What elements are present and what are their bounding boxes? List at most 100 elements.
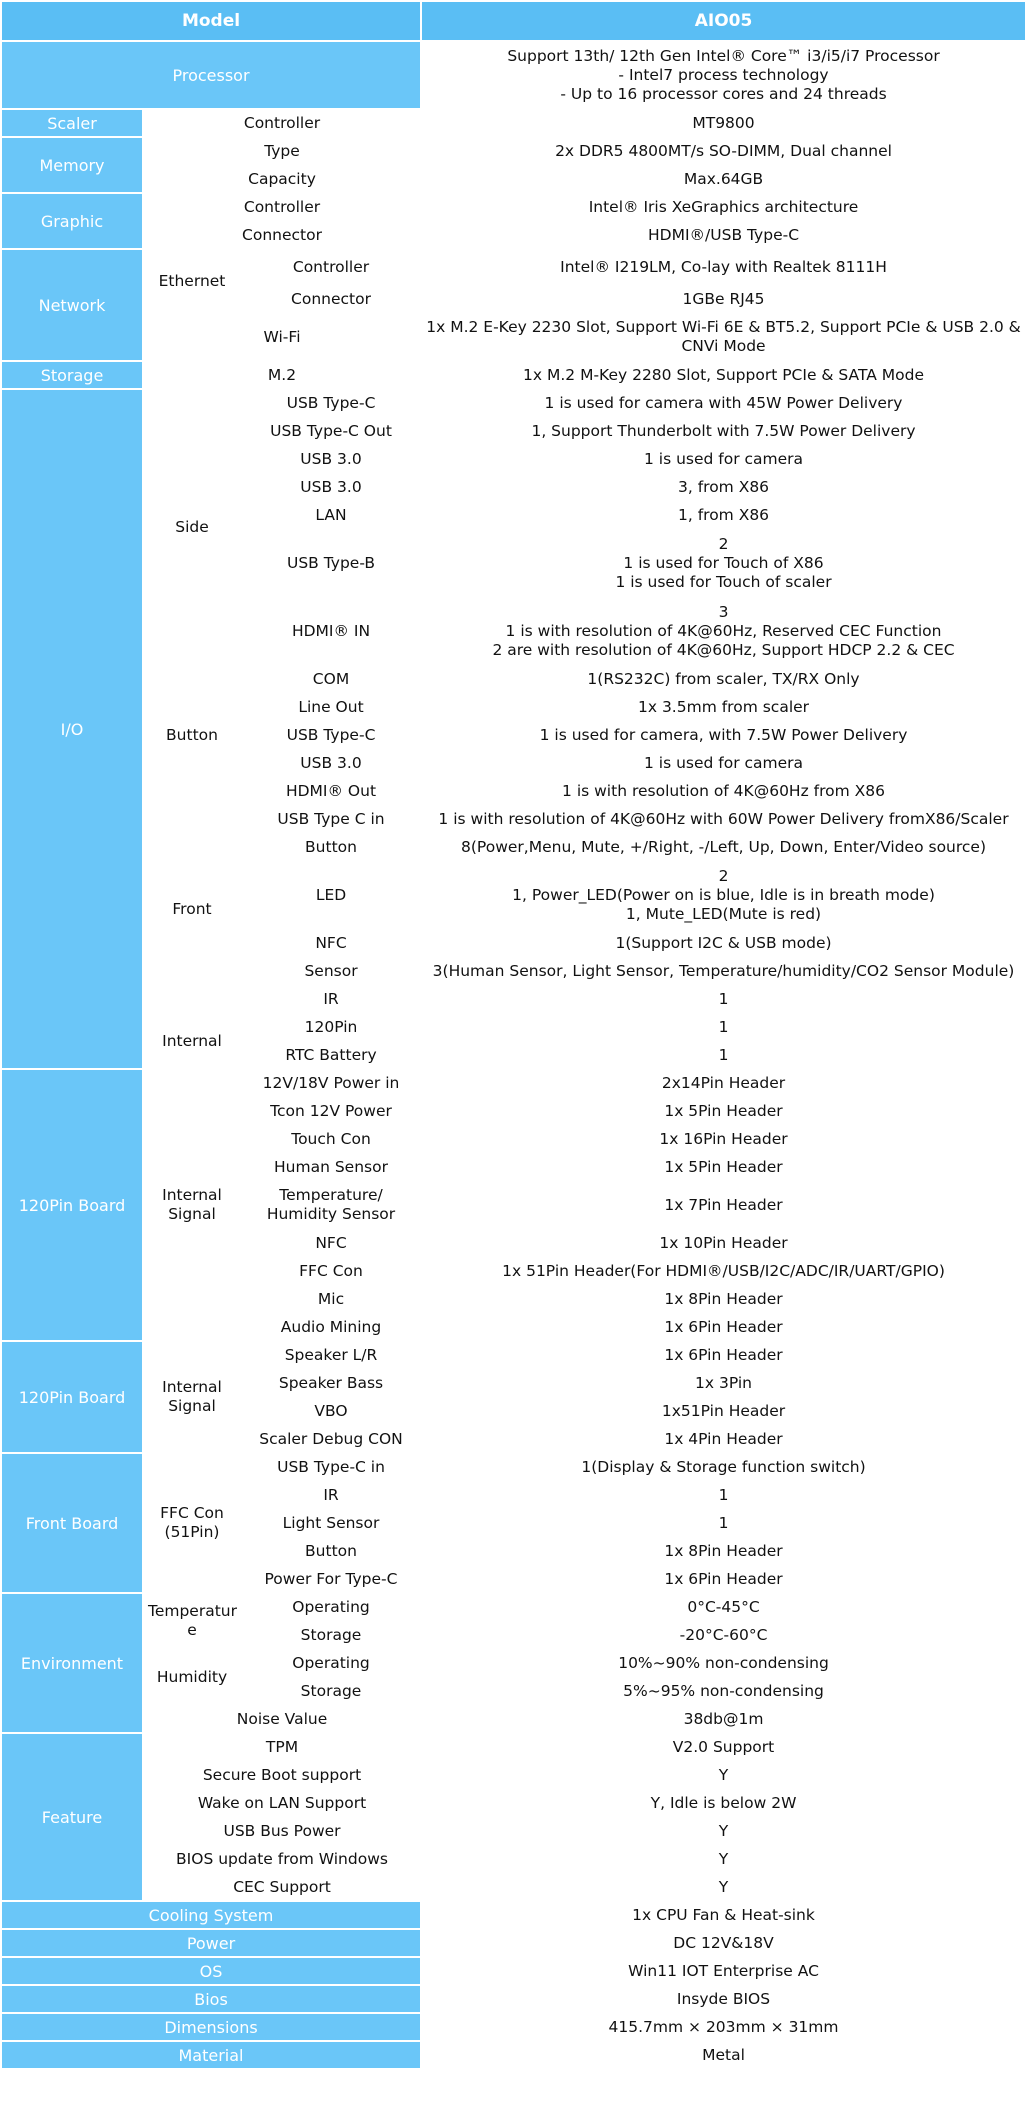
- dimensions-value: 415.7mm × 203mm × 31mm: [420, 2012, 1025, 2042]
- environment-row: Noise Value 38db@1m: [1, 1704, 1025, 1734]
- wifi-label: Wi-Fi: [141, 312, 423, 362]
- io-item-value: 2 1, Power_LED(Power on is blue, Idle is…: [420, 860, 1025, 930]
- io-row: Front USB Type C in 1 is with resolution…: [1, 804, 1025, 1014]
- cooling-value: 1x CPU Fan & Heat-sink: [420, 1900, 1025, 1930]
- graphic-label: Graphic: [0, 192, 144, 250]
- power-value: DC 12V&18V: [420, 1928, 1025, 1958]
- io-row: USB 3.0 1 is used for camera: [1, 444, 1025, 474]
- board2-item-label: VBO: [239, 1396, 423, 1426]
- storage-m2-value: 1x M.2 M-Key 2280 Slot, Support PCIe & S…: [420, 360, 1025, 390]
- front-board-item-label: Power For Type-C: [239, 1564, 423, 1594]
- front-board-group-label: FFC Con (51Pin): [142, 1452, 242, 1594]
- io-row: RTC Battery 1: [1, 1040, 1025, 1070]
- io-item-label: USB Type-C: [239, 720, 423, 750]
- material-label: Material: [0, 2040, 423, 2070]
- humidity-label: Humidity: [142, 1648, 242, 1706]
- spec-table: Model AIO05 Processor Support 13th/ 12th…: [0, 0, 1025, 2070]
- io-item-value: 3, from X86: [420, 472, 1025, 502]
- ethernet-controller-label: Controller: [239, 248, 423, 286]
- board1-item-value: 1x 8Pin Header: [420, 1284, 1025, 1314]
- io-item-value: 3(Human Sensor, Light Sensor, Temperatur…: [420, 956, 1025, 986]
- io-front-label: Front: [142, 804, 242, 1014]
- board1-item-label: 12V/18V Power in: [239, 1068, 423, 1098]
- board2-row: Scaler Debug CON 1x 4Pin Header: [1, 1424, 1025, 1454]
- network-label: Network: [0, 248, 144, 362]
- graphic-row: Connector HDMI®/USB Type-C: [1, 220, 1025, 250]
- environment-row: Storage 5%~95% non-condensing: [1, 1676, 1025, 1706]
- io-button-label: Button: [142, 664, 242, 806]
- io-item-label: Line Out: [239, 692, 423, 722]
- hum-operating-value: 10%~90% non-condensing: [420, 1648, 1025, 1678]
- os-label: OS: [0, 1956, 423, 1986]
- feature-row: Wake on LAN Support Y, Idle is below 2W: [1, 1788, 1025, 1818]
- io-item-label: Button: [239, 832, 423, 862]
- io-row: Button 8(Power,Menu, Mute, +/Right, -/Le…: [1, 832, 1025, 862]
- board1-row: 120Pin Board Internal Signal 12V/18V Pow…: [0, 1068, 1025, 1342]
- scaler-controller-value: MT9800: [420, 108, 1025, 138]
- io-item-label: RTC Battery: [239, 1040, 423, 1070]
- model-header: Model: [0, 0, 423, 42]
- board1-item-label: Temperature/ Humidity Sensor: [239, 1180, 423, 1230]
- io-item-label: USB Type C in: [239, 804, 423, 834]
- board1-item-value: 1x 10Pin Header: [420, 1228, 1025, 1258]
- board1-item-label: Mic: [239, 1284, 423, 1314]
- io-row: NFC 1(Support I2C & USB mode): [1, 928, 1025, 958]
- front-board-row: Front Board FFC Con (51Pin) USB Type-C i…: [0, 1452, 1025, 1594]
- board2-row: Speaker Bass 1x 3Pin: [1, 1368, 1025, 1398]
- io-label: I/O: [0, 388, 144, 1070]
- board1-item-value: 1x 6Pin Header: [420, 1312, 1025, 1342]
- memory-row: Memory Type 2x DDR5 4800MT/s SO-DIMM, Du…: [0, 136, 1025, 194]
- environment-row: Humidity Operating 10%~90% non-condensin…: [1, 1648, 1025, 1706]
- io-item-value: 1 is used for camera: [420, 748, 1025, 778]
- feature-item-value: Y: [420, 1844, 1025, 1874]
- io-row: Internal 120Pin 1: [1, 1012, 1025, 1070]
- material-value: Metal: [420, 2040, 1025, 2070]
- board1-label: 120Pin Board: [0, 1068, 144, 1342]
- io-row: Button COM 1(RS232C) from scaler, TX/RX …: [1, 664, 1025, 806]
- front-board-row: Button 1x 8Pin Header: [1, 1536, 1025, 1566]
- front-board-item-value: 1: [420, 1480, 1025, 1510]
- graphic-controller-value: Intel® Iris XeGraphics architecture: [420, 192, 1025, 222]
- io-item-label: Sensor: [239, 956, 423, 986]
- board1-row: Mic 1x 8Pin Header: [1, 1284, 1025, 1314]
- board1-item-label: Audio Mining: [239, 1312, 423, 1342]
- front-board-item-label: Light Sensor: [239, 1508, 423, 1538]
- bottom-row: Bios Insyde BIOS: [0, 1984, 1025, 2014]
- ethernet-connector-label: Connector: [239, 284, 423, 314]
- io-item-value: 1(RS232C) from scaler, TX/RX Only: [420, 664, 1025, 694]
- io-item-label: NFC: [239, 928, 423, 958]
- io-row: HDMI® IN 3 1 is with resolution of 4K@60…: [1, 596, 1025, 666]
- board1-item-value: 2x14Pin Header: [420, 1068, 1025, 1098]
- feature-item-label: TPM: [141, 1732, 423, 1762]
- feature-row: CEC Support Y: [1, 1872, 1025, 1902]
- io-item-label: USB 3.0: [239, 444, 423, 474]
- board1-item-value: 1x 16Pin Header: [420, 1124, 1025, 1154]
- bottom-row: OS Win11 IOT Enterprise AC: [0, 1956, 1025, 1986]
- feature-row: Feature TPM V2.0 Support: [0, 1732, 1025, 1902]
- board1-item-value: 1x 51Pin Header(For HDMI®/USB/I2C/ADC/IR…: [420, 1256, 1025, 1286]
- board1-item-label: NFC: [239, 1228, 423, 1258]
- storage-label: Storage: [0, 360, 144, 390]
- memory-type-label: Type: [141, 136, 423, 166]
- cooling-label: Cooling System: [0, 1900, 423, 1930]
- temp-storage-label: Storage: [239, 1620, 423, 1650]
- dimensions-label: Dimensions: [0, 2012, 423, 2042]
- environment-row: Storage -20°C-60°C: [1, 1620, 1025, 1650]
- scaler-row: Scaler Controller MT9800: [0, 108, 1025, 138]
- memory-capacity-label: Capacity: [141, 164, 423, 194]
- io-row: LED 2 1, Power_LED(Power on is blue, Idl…: [1, 860, 1025, 930]
- io-item-value: 8(Power,Menu, Mute, +/Right, -/Left, Up,…: [420, 832, 1025, 862]
- memory-label: Memory: [0, 136, 144, 194]
- processor-label: Processor: [0, 40, 423, 110]
- hum-storage-value: 5%~95% non-condensing: [420, 1676, 1025, 1706]
- front-board-item-value: 1(Display & Storage function switch): [420, 1452, 1025, 1482]
- io-row: USB Type-C 1 is used for camera, with 7.…: [1, 720, 1025, 750]
- environment-label: Environment: [0, 1592, 144, 1734]
- model-value-header: AIO05: [420, 0, 1025, 42]
- board2-label: 120Pin Board: [0, 1340, 144, 1454]
- io-item-value: 2 1 is used for Touch of X86 1 is used f…: [420, 528, 1025, 598]
- noise-label: Noise Value: [141, 1704, 423, 1734]
- io-row: LAN 1, from X86: [1, 500, 1025, 530]
- board1-item-label: FFC Con: [239, 1256, 423, 1286]
